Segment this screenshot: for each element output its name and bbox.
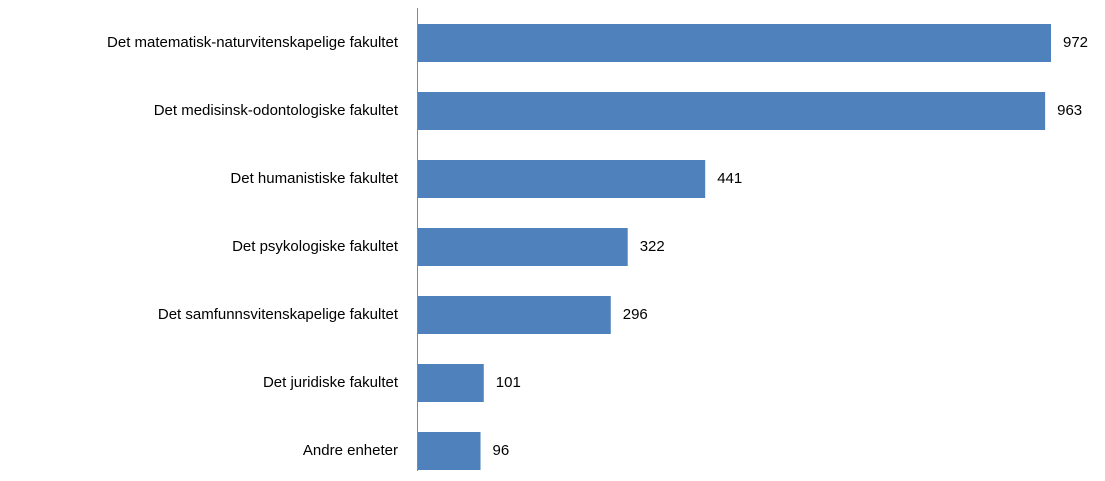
bar	[418, 24, 1051, 62]
bar	[418, 364, 484, 402]
category-label: Det psykologiske fakultet	[232, 238, 399, 255]
category-label: Det medisinsk-odontologiske fakultet	[154, 102, 399, 119]
category-label: Andre enheter	[303, 442, 398, 459]
category-label: Det juridiske fakultet	[263, 374, 399, 391]
bar	[418, 228, 628, 266]
value-label: 96	[493, 442, 510, 459]
bar	[418, 92, 1046, 130]
bar	[418, 296, 611, 334]
category-label: Det humanistiske fakultet	[230, 170, 398, 187]
value-label: 963	[1057, 102, 1082, 119]
value-label: 296	[623, 306, 648, 323]
value-label: 972	[1063, 34, 1088, 51]
value-label: 101	[496, 374, 521, 391]
bar	[418, 432, 481, 470]
category-label: Det samfunnsvitenskapelige fakultet	[158, 306, 399, 323]
bar	[418, 160, 706, 198]
value-label: 441	[717, 170, 742, 187]
value-label: 322	[640, 238, 665, 255]
category-label: Det matematisk-naturvitenskapelige fakul…	[107, 34, 399, 51]
